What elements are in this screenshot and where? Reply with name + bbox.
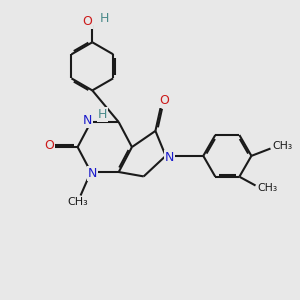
Text: N: N <box>164 151 174 164</box>
Text: CH₃: CH₃ <box>67 197 88 207</box>
Text: H: H <box>98 108 107 121</box>
Text: N: N <box>82 114 92 127</box>
Text: O: O <box>44 139 54 152</box>
Text: H: H <box>99 12 109 25</box>
Text: N: N <box>88 167 97 180</box>
Text: CH₃: CH₃ <box>273 141 293 151</box>
Text: CH₃: CH₃ <box>258 184 278 194</box>
Text: O: O <box>159 94 169 107</box>
Text: O: O <box>82 15 92 28</box>
